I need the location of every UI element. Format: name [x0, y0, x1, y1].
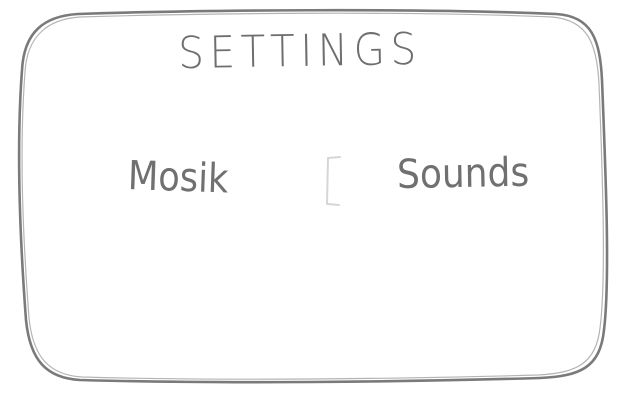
frame-outline: [17, 8, 609, 384]
frame-outline-shade: [21, 12, 604, 380]
sounds-button[interactable]: Sounds: [396, 149, 530, 198]
option-divider: [326, 156, 341, 206]
page-title: SETTINGS: [177, 23, 423, 80]
musik-button[interactable]: Mosik: [127, 153, 230, 203]
